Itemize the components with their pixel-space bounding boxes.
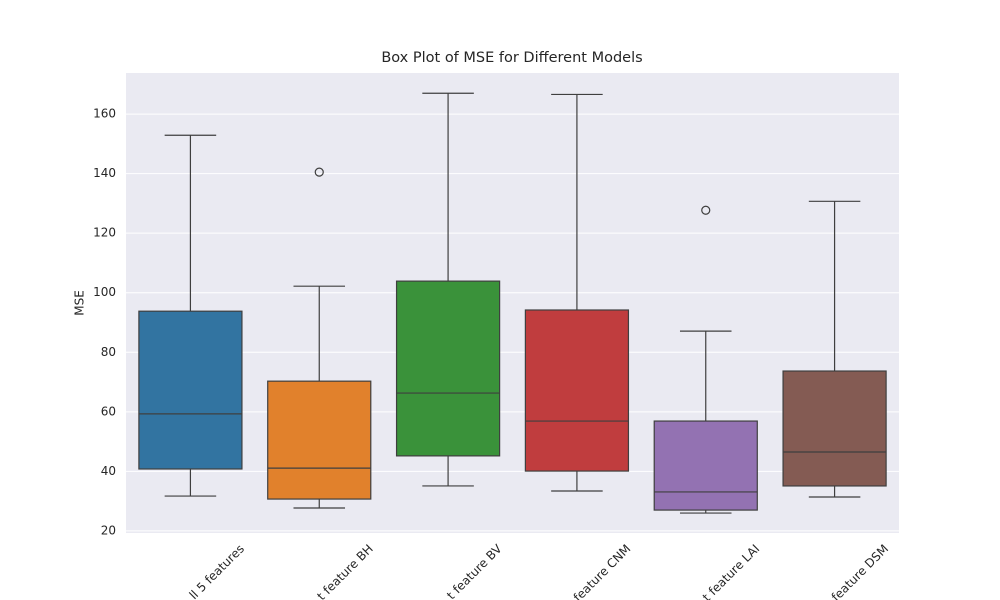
box — [524, 309, 630, 472]
y-axis-label: MSE — [73, 290, 87, 316]
y-tick-label: 80 — [101, 345, 116, 359]
box — [782, 370, 887, 487]
plot-area — [126, 73, 899, 533]
x-tick-label: ll 5 features — [187, 542, 247, 600]
x-tick-label: feature DSM — [829, 542, 891, 600]
y-tick-label: 20 — [101, 523, 116, 537]
y-tick-label: 40 — [101, 464, 116, 478]
y-tick-label: 160 — [93, 107, 116, 121]
box — [395, 280, 501, 457]
y-tick-label: 100 — [93, 285, 116, 299]
box — [653, 420, 758, 511]
box — [267, 380, 372, 500]
x-tick-label: t feature LAI — [700, 542, 762, 600]
y-tick-label: 140 — [93, 166, 116, 180]
box — [138, 310, 243, 470]
outlier — [701, 205, 711, 215]
outlier — [314, 167, 324, 177]
chart-title: Box Plot of MSE for Different Models — [381, 50, 642, 66]
y-tick-label: 60 — [101, 404, 116, 418]
y-tick-label: 120 — [93, 226, 116, 240]
x-tick-label: t feature BH — [314, 542, 375, 600]
x-tick-label: feature CNM — [571, 542, 634, 600]
x-tick-label: t feature BV — [444, 541, 505, 600]
